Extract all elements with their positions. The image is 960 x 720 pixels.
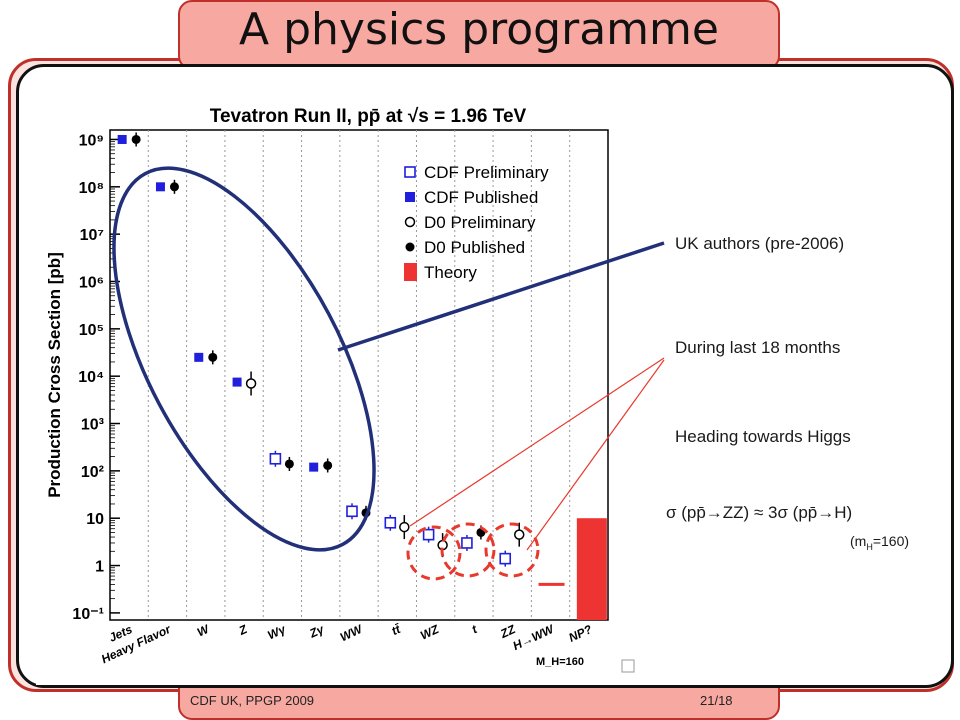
recent-callout-line-1 [409,357,665,527]
footer-source: CDF UK, PPGP 2009 [190,693,315,708]
cdf-published-point [194,352,204,362]
y-tick-label: 10⁶ [79,274,104,291]
legend-marker-theory [404,263,417,281]
uk-authors-ellipse [112,166,376,552]
cdf-preliminary-point [384,517,397,529]
legend-entry-label: CDF Preliminary [424,163,549,182]
x-tick-label: Zγ [306,621,327,641]
legend-marker-cdf-preliminary [404,166,416,178]
recent-highlight-zz [484,522,540,578]
recent-callout-line-2 [526,359,665,551]
recent-highlight-t [440,522,496,578]
d0-published-point [323,460,333,470]
legend-entry-label: Theory [424,263,477,282]
cdf-preliminary-point [422,528,435,541]
y-tick-label: 10⁵ [79,322,104,339]
d0-published-point [131,134,141,144]
y-tick-label: 10 [86,511,104,528]
cdf-preliminary-point [346,505,358,518]
legend-entry-label: D0 Preliminary [424,213,536,232]
resize-handle-icon [621,659,635,673]
y-tick-label: 10³ [81,417,104,434]
y-tick-label: 10² [81,464,104,481]
slide-title: A physics programme [239,4,719,55]
d0-published-point [284,459,294,469]
annotation-mass-note: (mH=160) [850,533,910,552]
y-tick-label: 10⁻¹ [72,606,104,623]
legend-marker-d0-preliminary [404,216,416,228]
d0-preliminary-point [513,529,525,540]
d0-published-point [169,182,179,192]
x-tick-label: ZZ [497,622,518,642]
annotation-heading-higgs: Heading towards Higgs [675,427,851,446]
legend-marker-cdf-published [405,192,415,202]
cdf-published-point [232,377,242,387]
x-tick-label: t [470,622,480,637]
cdf-published-point [309,462,319,472]
mass-label: M_H=160 [536,656,584,668]
cdf-preliminary-point [499,552,512,565]
cdf-published-point [117,134,127,144]
cdf-preliminary-point [461,537,473,549]
title-tab [178,0,780,70]
legend-marker-d0-published [405,242,415,252]
recent-highlight-wz [406,525,462,581]
plot-frame [109,129,609,621]
cdf-published-point [155,182,165,192]
d0-published-point [208,352,218,362]
chart-image-area [36,90,640,685]
annotation-last-18-months: During last 18 months [675,338,841,357]
chart-title: Tevatron Run II, pp̄ at √s = 1.96 TeV [210,106,527,127]
footer-page-number: 21/18 [700,693,733,708]
legend-entry-label: CDF Published [424,188,538,207]
annotation-sigma-relation: σ (pp̄→ZZ) ≈ 3σ (pp̄→H) [666,503,853,522]
d0-preliminary-point [245,378,257,389]
y-axis-label: Production Cross Section [pb] [45,252,64,498]
y-tick-label: 10⁸ [79,180,104,197]
theory-np-bar [576,518,607,620]
y-tick-label: 10⁷ [80,227,104,244]
legend-entry-label: D0 Published [424,238,525,257]
y-tick-label: 10⁴ [78,369,104,386]
d0-preliminary-point [399,521,410,533]
y-tick-label: 10⁹ [79,132,104,149]
annotation-uk-authors: UK authors (pre-2006) [675,234,845,253]
cdf-preliminary-point [269,452,282,465]
y-tick-label: 1 [95,559,104,576]
uk-authors-callout-line [337,241,665,352]
